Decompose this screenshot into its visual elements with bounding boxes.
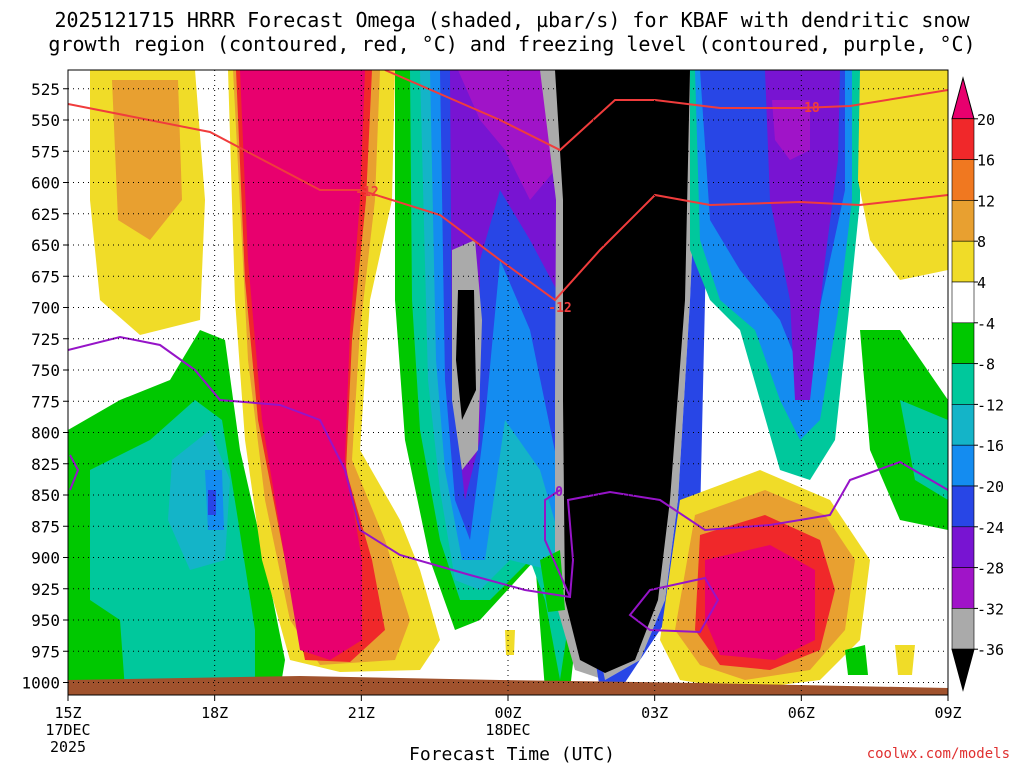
colorbar-swatch (951, 281, 975, 324)
omega-region-right-violet (765, 70, 840, 400)
title-line-1: 2025121715 HRRR Forecast Omega (shaded, … (54, 8, 970, 32)
x-tick-label: 18Z (201, 704, 228, 722)
x-axis-title: Forecast Time (UTC) (409, 744, 615, 765)
colorbar-label: 16 (977, 152, 995, 170)
omega-region-right-purple (772, 100, 810, 160)
colorbar-swatch (951, 200, 975, 242)
dgz-contour-minus12 (68, 103, 948, 302)
omega-region-lowright-magenta (705, 545, 815, 660)
y-tick-label: 550 (31, 111, 60, 130)
y-tick-label: 1000 (21, 674, 60, 693)
chart-title: 2025121715 HRRR Forecast Omega (shaded, … (0, 8, 1024, 56)
y-tick-label: 675 (31, 267, 60, 286)
credit-text: coolwx.com/models (866, 746, 1010, 762)
omega-region-left-darkblue (208, 490, 216, 515)
colorbar-swatch (951, 240, 975, 283)
omega-region-farright-teal (900, 400, 948, 500)
colorbar-label: -28 (977, 560, 1004, 578)
colorbar-swatch (951, 485, 975, 528)
y-tick-label: 975 (31, 642, 60, 661)
x-tick-label: 15Z (54, 704, 81, 722)
freezing-level-contour-loop (544, 489, 571, 598)
y-tick-label: 850 (31, 486, 60, 505)
y-tick-label: 525 (31, 80, 60, 99)
contour-label-freezing-zero: 0 (555, 485, 563, 500)
contour-label-minus12-a: -12 (355, 185, 378, 200)
y-tick-label: 725 (31, 330, 60, 349)
colorbar-label: -20 (977, 478, 1004, 496)
y-tick-label: 775 (31, 392, 60, 411)
colorbar-triangle-top (951, 76, 975, 120)
contour-label-minus12-b: -12 (548, 301, 571, 316)
x-tick-sublabel-date: 17DEC (45, 721, 90, 739)
y-tick-label: 575 (31, 142, 60, 161)
colorbar-swatch (951, 363, 975, 405)
colorbar-label: -36 (977, 641, 1004, 659)
x-tick-sublabel-date: 18DEC (485, 721, 530, 739)
colorbar-swatch (951, 118, 975, 160)
freezing-level-contour-edge (69, 454, 80, 491)
omega-region-mid-black (456, 290, 476, 420)
colorbar-label: -24 (977, 519, 1004, 537)
colorbar-label: 12 (977, 192, 995, 210)
colorbar-label: -4 (977, 315, 995, 333)
y-tick-label: 875 (31, 517, 60, 536)
omega-region-center-magenta (240, 70, 365, 660)
y-tick-label: 700 (31, 299, 60, 318)
colorbar-swatch (951, 608, 975, 650)
y-tick-label: 650 (31, 236, 60, 255)
omega-region-left-orange (112, 80, 182, 240)
colorbar-swatch (951, 444, 975, 487)
x-tick-label: 09Z (934, 704, 961, 722)
plot-area (68, 70, 948, 695)
colorbar-label: -32 (977, 600, 1004, 618)
colorbar-label: -16 (977, 437, 1004, 455)
x-tick-label: 03Z (641, 704, 668, 722)
colorbar-label: -8 (977, 356, 995, 374)
colorbar-label: -12 (977, 396, 1004, 414)
colorbar-swatch (951, 567, 975, 609)
y-tick-label: 825 (31, 455, 60, 474)
omega-region-small-green-2 (845, 645, 868, 675)
x-tick-label: 06Z (788, 704, 815, 722)
freezing-level-contour-closed (628, 576, 720, 634)
omega-region-small-yellow-2 (505, 630, 515, 655)
y-tick-label: 950 (31, 611, 60, 630)
colorbar-swatch (951, 404, 975, 446)
omega-region-mid-purple (458, 70, 555, 200)
y-tick-label: 625 (31, 205, 60, 224)
colorbar-swatch (951, 159, 975, 201)
y-tick-label: 925 (31, 580, 60, 599)
y-tick-label: 800 (31, 424, 60, 443)
contour-label-minus18: -18 (796, 101, 820, 116)
freezing-level-contour (68, 335, 948, 599)
y-tick-label: 600 (31, 174, 60, 193)
omega-core-black (555, 70, 690, 673)
colorbar-swatch (951, 526, 975, 568)
x-tick-sublabel-year: 2025 (50, 738, 86, 756)
colorbar: 20 16 12 8 4 -4 -8 -12 -16 -20 -24 -28 -32 -36 (951, 76, 1004, 692)
grid-lines (68, 70, 948, 695)
colorbar-triangle-bottom (951, 648, 975, 692)
y-tick-label: 750 (31, 361, 60, 380)
colorbar-label: 20 (977, 111, 995, 129)
omega-region-small-yellow (895, 645, 915, 675)
omega-region-farright-yellow (858, 70, 948, 280)
colorbar-label: 4 (977, 274, 986, 292)
omega-region-small-green (540, 550, 565, 612)
x-tick-label: 00Z (494, 704, 521, 722)
y-tick-label: 900 (31, 549, 60, 568)
colorbar-label: 8 (977, 233, 986, 251)
colorbar-swatch (951, 322, 975, 364)
title-line-2: growth region (contoured, red, °C) and f… (48, 32, 976, 56)
y-axis: 525 550 575 600 625 650 675 700 725 750 775 800 825 8… (21, 80, 68, 693)
x-tick-label: 21Z (348, 704, 375, 722)
